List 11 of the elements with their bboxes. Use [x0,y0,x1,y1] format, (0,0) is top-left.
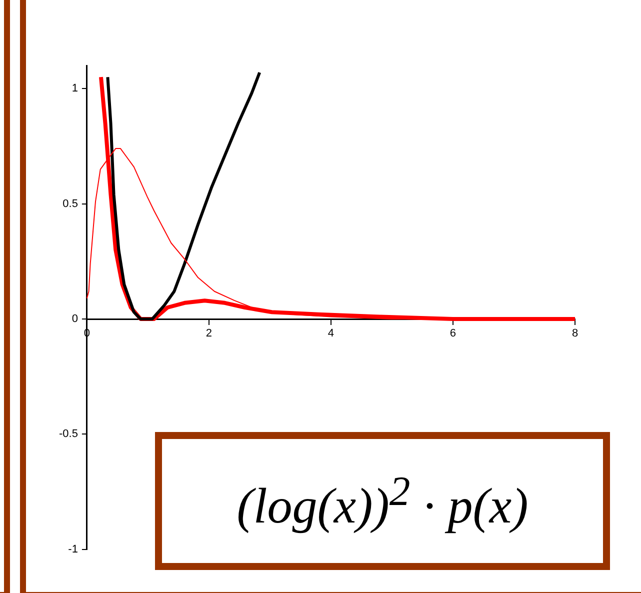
annotation: (log(x))$^{2}$ · p(x) [236,468,528,534]
y-tick-label: -1 [68,543,78,556]
x-tick-label: 8 [572,328,578,340]
x-tick-label: 4 [328,328,334,340]
y-tick-label: 0 [72,313,78,326]
y-tick-label: 0.5 [62,198,78,210]
y-tick-label: 1 [72,82,78,95]
formula-box: (log(x))$^{2}$ · p(x) [155,432,610,570]
y-tick-label: -0.5 [58,428,78,440]
x-tick-label: 2 [206,328,212,340]
x-tick-label: 6 [450,328,456,340]
